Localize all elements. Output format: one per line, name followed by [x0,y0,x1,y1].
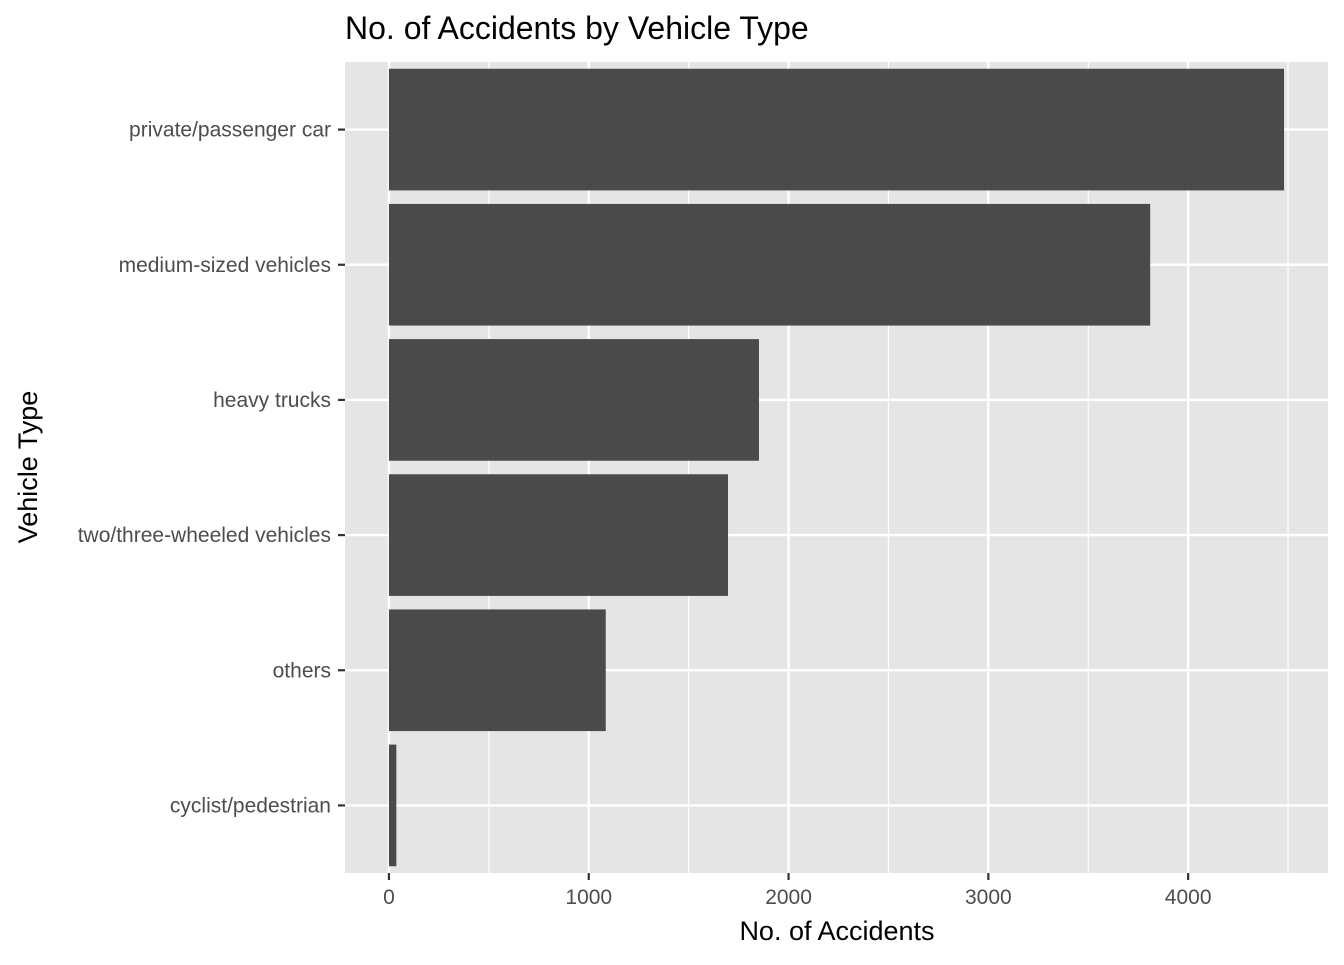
x-tick-label: 1000 [565,886,612,909]
minor-gridlines [488,62,1289,873]
bar-4 [388,609,606,732]
y-axis-title: Vehicle Type [13,391,43,544]
bar-0 [388,68,1285,191]
bar-3 [388,474,729,596]
x-tick-label: 2000 [765,886,812,909]
y-tick-label: private/passenger car [129,119,331,142]
bar-1 [388,203,1151,326]
y-tick-label: two/three-wheeled vehicles [78,524,331,547]
x-tick-label: 3000 [965,886,1012,909]
y-tick-label: heavy trucks [213,389,331,412]
plot-panel [345,62,1328,873]
y-tick-label: cyclist/pedestrian [170,794,331,817]
bar-5 [388,744,397,867]
bars [388,68,1285,867]
x-tick-label: 0 [383,886,395,909]
y-tick-label: medium-sized vehicles [119,254,331,277]
x-axis-title: No. of Accidents [739,916,934,946]
chart-title: No. of Accidents by Vehicle Type [345,10,809,46]
bar-2 [388,339,759,461]
y-tick-label: others [273,659,331,682]
y-axis: private/passenger car medium-sized vehicl… [78,119,345,817]
x-tick-label: 4000 [1165,886,1212,909]
x-axis: 0 1000 2000 3000 4000 [383,873,1212,909]
